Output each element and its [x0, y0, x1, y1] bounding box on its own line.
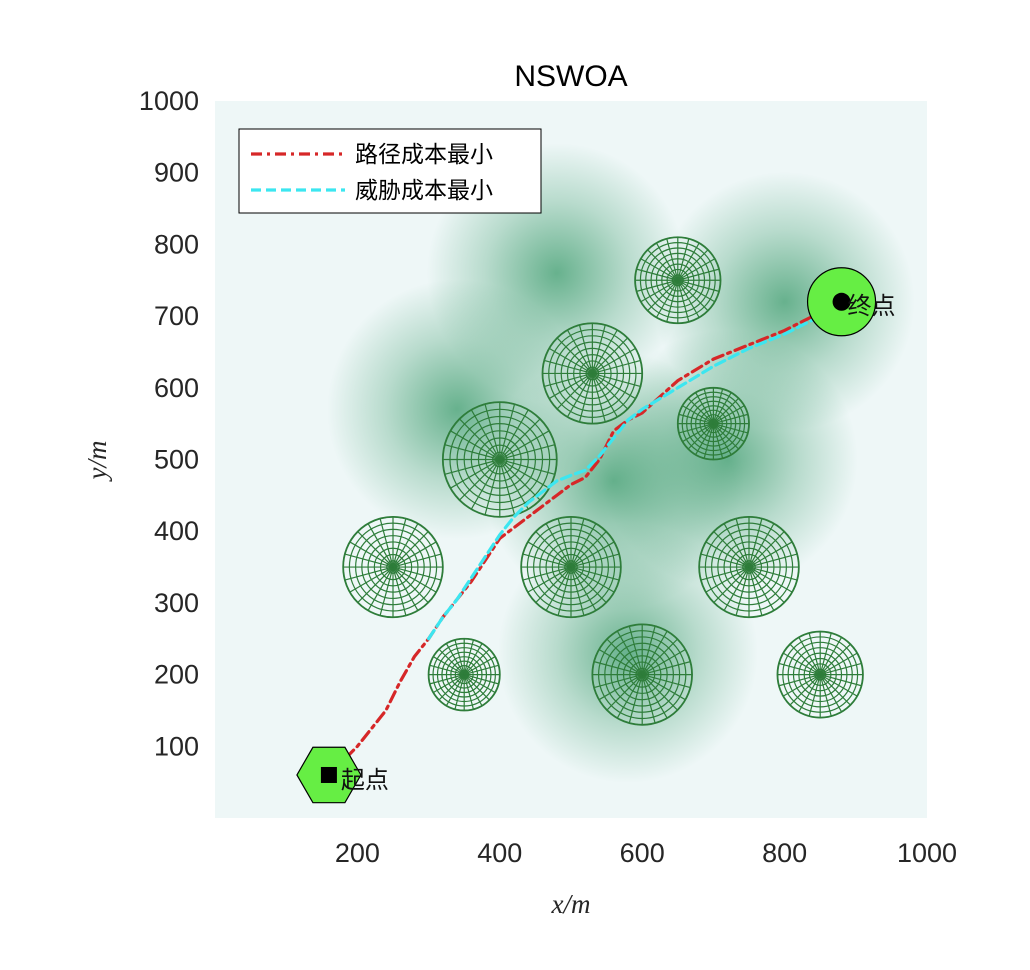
chart-title: NSWOA [514, 60, 627, 93]
threat-zone-6 [654, 171, 915, 432]
x-tick-label: 200 [335, 838, 380, 868]
y-tick-label: 100 [154, 731, 199, 761]
y-tick-label: 900 [154, 158, 199, 188]
y-tick-label: 1000 [139, 86, 199, 116]
y-tick-label: 500 [154, 445, 199, 475]
y-tick-label: 200 [154, 660, 199, 690]
obstacle-8 [427, 637, 501, 712]
start-point [320, 766, 337, 783]
obstacle-2 [541, 322, 644, 425]
legend-entry-1: 路径成本最小 [355, 142, 493, 168]
x-tick-label: 400 [477, 838, 522, 868]
obstacle-9 [591, 623, 693, 726]
start-label: 起点 [341, 766, 389, 794]
obstacle-3 [676, 386, 750, 461]
end-label: 终点 [848, 292, 896, 320]
obstacle-10 [776, 630, 864, 719]
y-tick-label: 400 [154, 516, 199, 546]
y-tick-label: 600 [154, 373, 199, 403]
obstacle-6 [520, 515, 622, 619]
obstacle-5 [342, 515, 444, 619]
x-tick-label: 600 [620, 838, 665, 868]
x-tick-label: 800 [762, 838, 807, 868]
y-tick-label: 800 [154, 229, 199, 259]
legend-entry-2: 威胁成本最小 [355, 178, 493, 204]
obstacle-1 [634, 236, 722, 325]
end-point [832, 292, 851, 311]
path-series-2 [427, 300, 844, 641]
x-axis-label: x/m [551, 889, 591, 919]
legend-box [238, 128, 542, 214]
x-tick-label: 1000 [897, 838, 957, 868]
y-tick-label: 300 [154, 588, 199, 618]
y-axis-label: y/m [82, 441, 112, 483]
y-tick-label: 700 [154, 301, 199, 331]
obstacle-7 [698, 515, 800, 619]
obstacle-4 [441, 401, 558, 518]
path-series-1 [327, 300, 844, 777]
